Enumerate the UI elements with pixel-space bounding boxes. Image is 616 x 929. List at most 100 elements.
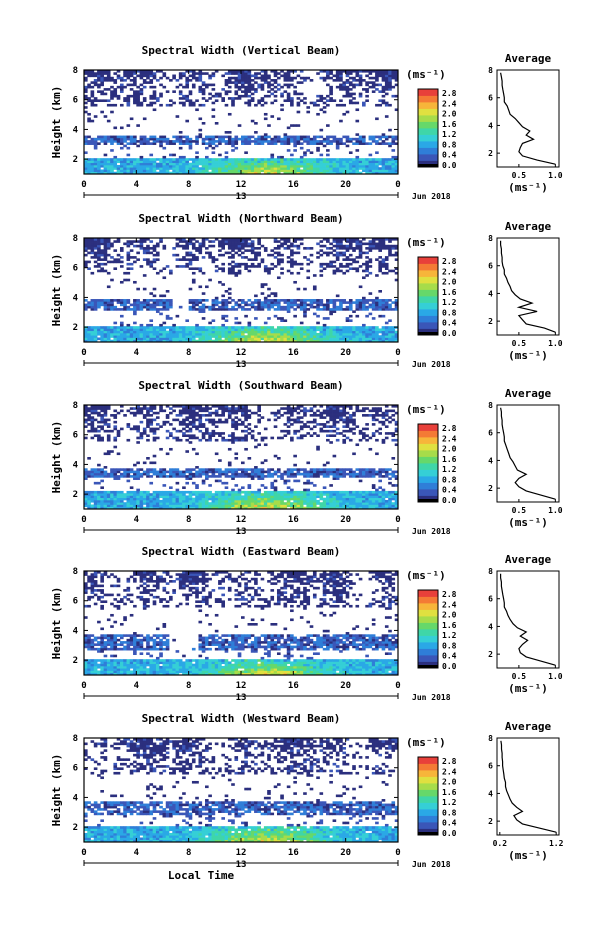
heatmap-cell — [136, 411, 140, 415]
heatmap-cell — [362, 169, 366, 173]
heatmap-cell — [218, 142, 222, 145]
heatmap-cell — [142, 499, 147, 503]
heatmap-cell — [205, 158, 209, 161]
heatmap-cell — [326, 339, 330, 343]
heatmap-cell — [250, 249, 255, 252]
heatmap-cell — [133, 83, 137, 87]
heatmap-cell — [90, 171, 95, 175]
heatmap-cell — [365, 81, 369, 84]
heatmap-cell — [93, 411, 98, 415]
heatmap-cell — [149, 142, 154, 145]
heatmap-cell — [123, 271, 127, 275]
heatmap-cell — [214, 328, 219, 332]
profile-x-unit: (ms⁻¹) — [508, 181, 548, 194]
heatmap-cell — [162, 299, 167, 302]
heatmap-cell — [142, 164, 147, 168]
heatmap-cell — [231, 247, 235, 250]
heatmap-cell — [378, 240, 382, 243]
heatmap-cell — [329, 72, 333, 75]
heatmap-cell — [149, 79, 154, 82]
heatmap-cell — [247, 308, 252, 311]
heatmap-cell — [185, 265, 190, 268]
heatmap-cell — [90, 468, 95, 471]
heatmap-cell — [133, 299, 137, 302]
heatmap-cell — [368, 328, 373, 332]
heatmap-cell — [123, 137, 127, 141]
heatmap-cell — [178, 330, 183, 334]
heatmap-cell — [90, 490, 95, 494]
heatmap-cell — [110, 335, 114, 338]
heatmap-cell — [208, 495, 212, 499]
heatmap-cell — [191, 499, 196, 503]
heatmap-cell — [267, 287, 271, 291]
heatmap-cell — [152, 108, 157, 112]
heatmap-cell — [146, 457, 150, 460]
heatmap-cell — [152, 454, 157, 458]
heatmap-cell — [260, 326, 265, 329]
heatmap-cell — [345, 256, 350, 259]
heatmap-cell — [257, 164, 261, 168]
heatmap-cell — [286, 416, 291, 419]
heatmap-cell — [237, 249, 242, 252]
heatmap-cell — [384, 162, 389, 166]
heatmap-cell — [391, 72, 396, 75]
heatmap-cell — [303, 314, 307, 318]
heatmap-cell — [332, 140, 337, 143]
heatmap-cell — [188, 258, 193, 261]
heatmap-cell — [195, 140, 199, 143]
heatmap-cell — [106, 158, 111, 161]
heatmap-cell — [368, 169, 373, 173]
heatmap-cell — [205, 135, 209, 139]
heatmap-cell — [237, 247, 242, 250]
heatmap-cell — [381, 328, 386, 332]
heatmap-cell — [191, 335, 196, 338]
heatmap-cell — [178, 162, 183, 166]
heatmap-cell — [326, 301, 330, 304]
heatmap-cell — [378, 242, 382, 246]
heatmap-cell — [299, 330, 304, 334]
heatmap-cell — [234, 420, 239, 424]
heatmap-cell — [133, 472, 137, 476]
heatmap-cell — [195, 332, 199, 336]
heatmap-cell — [244, 140, 248, 143]
heatmap-cell — [169, 499, 173, 503]
heatmap-cell — [146, 495, 150, 499]
heatmap-cell — [247, 323, 252, 327]
heatmap-cell — [195, 151, 199, 154]
heatmap-cell — [188, 308, 193, 311]
heatmap-cell — [126, 502, 131, 505]
heatmap-cell — [381, 142, 386, 145]
heatmap-cell — [205, 137, 209, 141]
heatmap-cell — [136, 339, 140, 343]
heatmap-cell — [113, 126, 118, 130]
heatmap-cell — [152, 287, 157, 291]
heatmap-cell — [87, 140, 91, 143]
heatmap-cell — [198, 249, 203, 252]
heatmap-cell — [247, 135, 252, 139]
heatmap-cell — [93, 238, 98, 241]
heatmap-cell — [142, 167, 147, 170]
heatmap-cell — [87, 472, 91, 476]
heatmap-cell — [257, 101, 261, 105]
heatmap-cell — [280, 94, 284, 98]
heatmap-cell — [149, 414, 154, 417]
heatmap-cell — [335, 103, 340, 107]
heatmap-cell — [299, 155, 304, 159]
heatmap-cell — [388, 167, 392, 170]
heatmap-cell — [188, 103, 193, 107]
heatmap-cell — [139, 475, 144, 478]
heatmap-cell — [309, 335, 314, 338]
heatmap-cell — [241, 414, 245, 417]
heatmap-cell — [191, 418, 196, 422]
heatmap-cell — [358, 142, 363, 145]
heatmap-cell — [129, 490, 134, 494]
heatmap-cell — [378, 142, 382, 145]
heatmap-cell — [146, 326, 150, 329]
heatmap-cell — [319, 128, 324, 132]
heatmap-cell — [244, 76, 248, 80]
heatmap-cell — [159, 76, 163, 80]
heatmap-cell — [178, 470, 183, 474]
heatmap-cell — [306, 160, 311, 164]
heatmap-cell — [201, 497, 206, 501]
heatmap-cell — [257, 328, 261, 332]
